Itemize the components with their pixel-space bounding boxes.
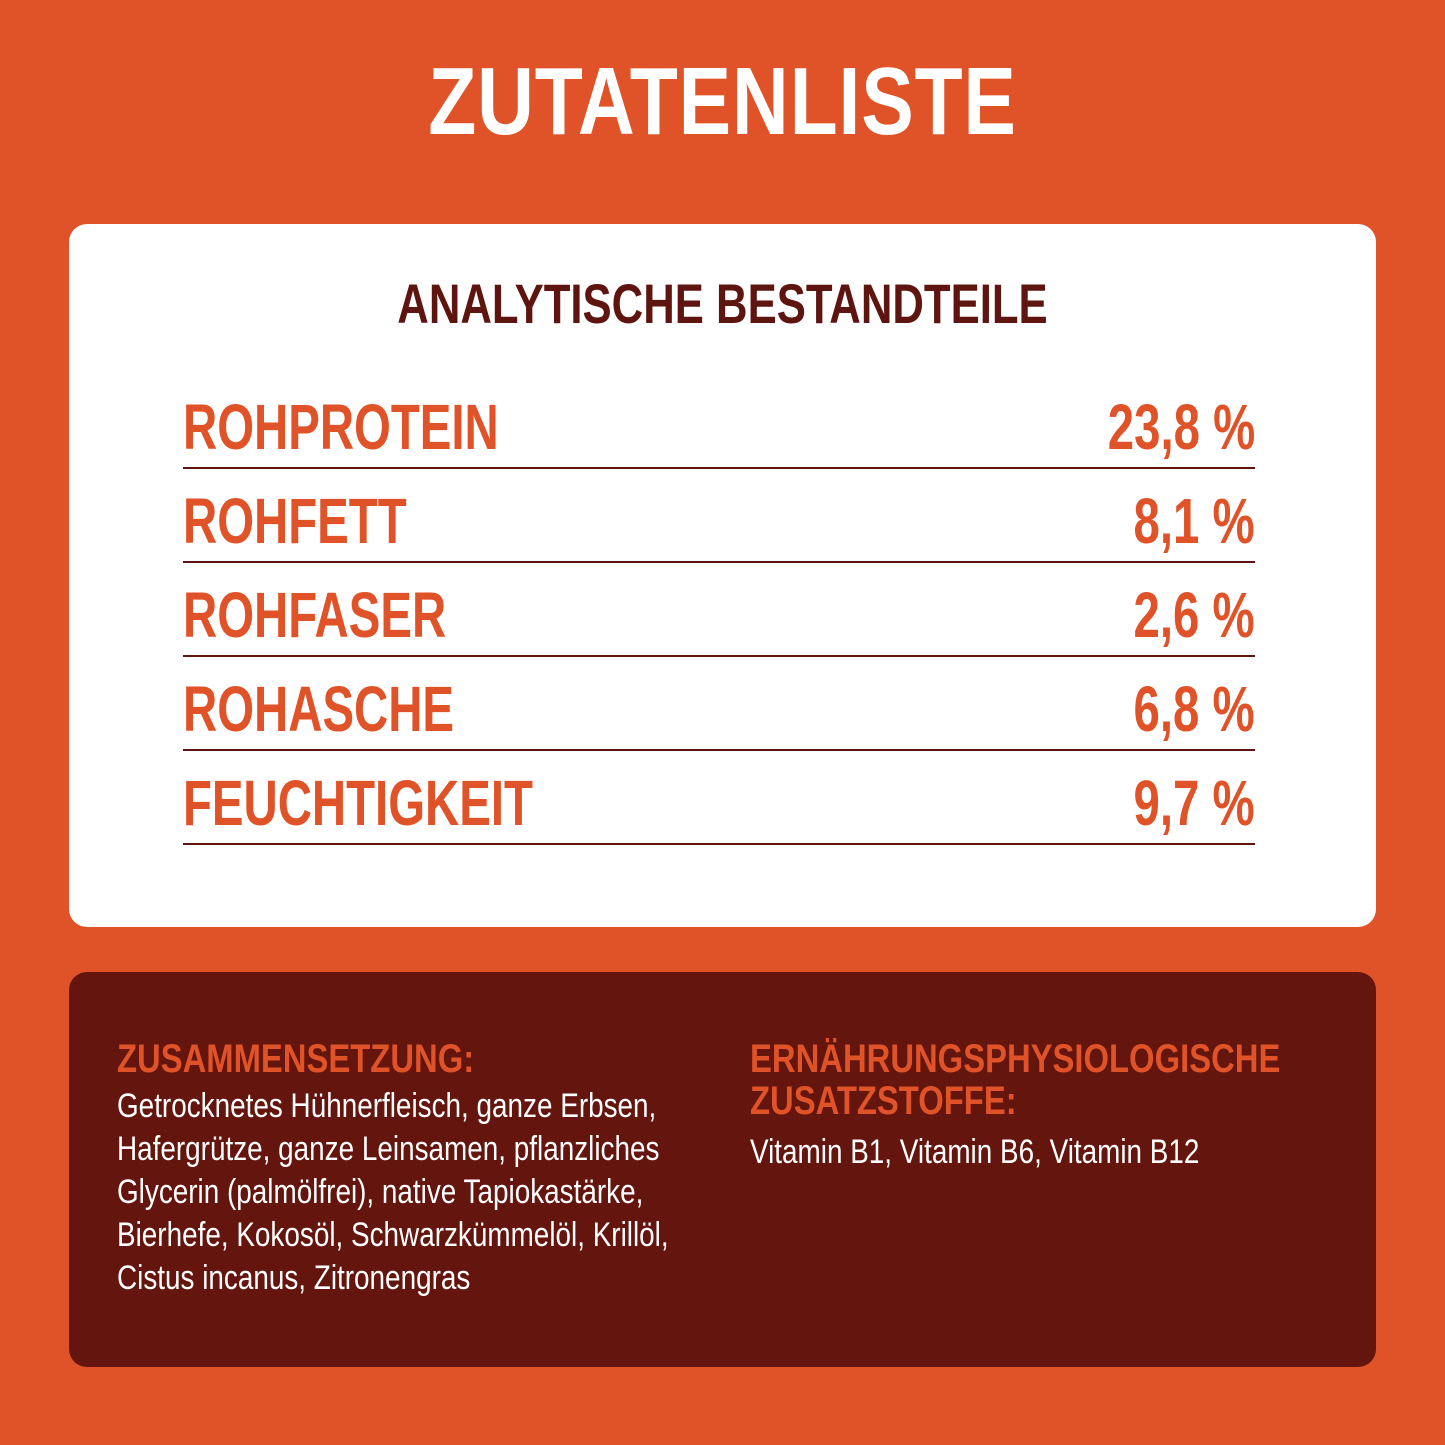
analysis-heading: ANALYTISCHE BESTANDTEILE xyxy=(397,272,1048,335)
nutrient-value: 23,8 % xyxy=(1107,391,1255,463)
nutrient-row-rohprotein: ROHPROTEIN 23,8 % xyxy=(183,376,1255,469)
composition-line: Bierhefe, Kokosöl, Schwarzkümmelöl, Kril… xyxy=(117,1216,669,1254)
nutrient-name: ROHASCHE xyxy=(183,673,455,745)
additives-heading: ERNÄHRUNGSPHYSIOLOGISCHE ZUSATZSTOFFE: xyxy=(750,1038,1280,1122)
nutrient-name: ROHFASER xyxy=(183,579,447,651)
page-title: ZUTATENLISTE xyxy=(428,48,1017,155)
composition-panel xyxy=(69,972,1376,1367)
nutrient-row-rohfett: ROHFETT 8,1 % xyxy=(183,470,1255,563)
additives-line: Vitamin B1, Vitamin B6, Vitamin B12 xyxy=(750,1133,1200,1171)
nutrient-value: 9,7 % xyxy=(1133,767,1255,839)
composition-text: Getrocknetes Hühnerfleisch, ganze Erbsen… xyxy=(117,1085,669,1300)
composition-line: Glycerin (palmölfrei), native Tapiokastä… xyxy=(117,1173,644,1211)
nutrient-row-rohasche: ROHASCHE 6,8 % xyxy=(183,658,1255,751)
nutrient-name: ROHFETT xyxy=(183,485,407,557)
additives-heading-line: ZUSATZSTOFFE: xyxy=(750,1079,1017,1123)
additives-heading-line: ERNÄHRUNGSPHYSIOLOGISCHE xyxy=(750,1037,1281,1081)
composition-heading: ZUSAMMENSETZUNG: xyxy=(117,1037,475,1081)
nutrient-value: 8,1 % xyxy=(1133,485,1255,557)
additives-text: Vitamin B1, Vitamin B6, Vitamin B12 xyxy=(750,1131,1199,1174)
composition-line: Cistus incanus, Zitronengras xyxy=(117,1259,471,1297)
nutrient-row-feuchtigkeit: FEUCHTIGKEIT 9,7 % xyxy=(183,752,1255,845)
nutrient-value: 6,8 % xyxy=(1133,673,1255,745)
nutrient-row-rohfaser: ROHFASER 2,6 % xyxy=(183,564,1255,657)
analysis-card xyxy=(69,224,1376,927)
composition-line: Hafergrütze, ganze Leinsamen, pflanzlich… xyxy=(117,1130,660,1168)
composition-line: Getrocknetes Hühnerfleisch, ganze Erbsen… xyxy=(117,1087,657,1125)
nutrient-name: FEUCHTIGKEIT xyxy=(183,767,533,839)
nutrient-name: ROHPROTEIN xyxy=(183,391,499,463)
nutrient-value: 2,6 % xyxy=(1133,579,1255,651)
